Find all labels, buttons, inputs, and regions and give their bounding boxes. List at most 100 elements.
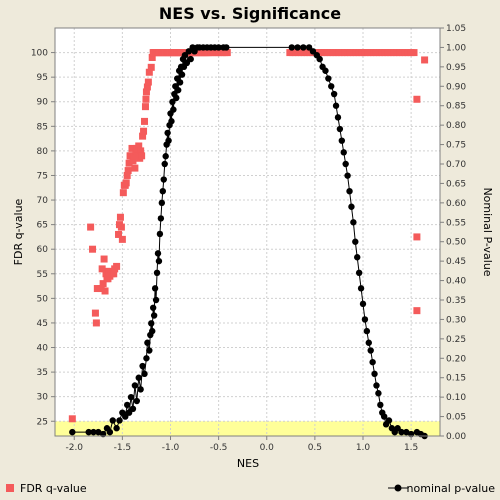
fdr-point [100,255,108,263]
nominal-point [380,413,388,420]
fdr-point [145,68,153,76]
nominal-point [159,188,166,195]
fdr-point [223,49,231,57]
y-right-tick-label: 0.45 [446,257,466,267]
nominal-point [168,118,175,125]
nominal-point [151,285,159,292]
nominal-point [176,79,184,86]
nominal-point [394,425,401,432]
y-left-axis-title: FDR q-value [12,198,25,265]
fdr-points [68,49,429,423]
y-right-tick-label: 0.50 [446,238,466,248]
nominal-point [139,362,146,370]
legend-nominal-marker [394,484,402,492]
fdr-point [122,179,130,187]
nominal-point [377,401,384,409]
nominal-point [332,102,340,109]
fdr-point [93,285,101,293]
nominal-point [109,417,116,424]
nominal-point [363,327,371,335]
highlight-band [55,421,440,436]
fdr-point [143,83,151,91]
fdr-point [115,230,123,238]
y-right-tick-label: 0.10 [446,393,466,403]
y-left-tick-label: 80 [37,147,49,157]
nominal-point [305,44,313,51]
y-right-tick-label: 1.05 [446,24,466,34]
fdr-point [148,53,156,61]
legend: FDR q-value nominal p-value [6,482,495,495]
legend-fdr-label: FDR q-value [20,482,87,495]
nominal-point [123,401,131,409]
y-right-tick-label: 0.20 [446,354,466,364]
fdr-point [91,309,99,317]
nominal-point [144,339,151,346]
fdr-point [101,287,109,295]
nominal-point [336,125,344,133]
nominal-point [325,75,332,82]
fdr-point [119,189,127,197]
nominal-point [95,428,102,436]
fdr-point [87,223,95,231]
fdr-point [68,415,76,423]
x-tick-label: 0.0 [260,443,275,453]
y-right-axis-title: Nominal P-value [481,187,494,276]
nominal-point [125,409,133,416]
y-left-tick-label: 50 [37,294,49,304]
plot-border [54,27,441,437]
nominal-connector [151,307,154,332]
nominal-point [322,67,329,74]
fdr-point [142,95,150,103]
nominal-point [330,90,338,98]
nominal-point [365,339,372,346]
nominal-point [187,55,194,63]
y-left-tick-label: 35 [37,368,48,378]
nominal-point [300,44,307,51]
y-left-tick-label: 55 [37,270,48,280]
y-left-axis-ticks: 25 30 35 40 45 50 55 60 65 70 75 80 85 90 95 100 [31,49,55,427]
nominal-point [156,230,164,238]
nominal-point [288,44,295,51]
nominal-point [175,86,182,94]
fdr-point [413,307,421,315]
y-right-tick-label: 0.40 [446,277,466,287]
fdr-point [421,56,429,64]
y-right-tick-label: 0.85 [446,102,466,112]
nominal-point [223,44,230,51]
y-left-tick-label: 85 [37,122,48,132]
nominal-point [348,203,355,210]
y-right-tick-label: 0.30 [446,315,466,325]
nominal-point [215,44,222,51]
x-axis-ticks: -2.0 -1.5 -1.0 -0.5 0.0 0.5 1.0 1.5 [65,436,418,453]
nominal-point [152,296,160,304]
nominal-point [162,153,169,160]
y-left-tick-label: 100 [31,49,48,59]
fdr-point [141,117,149,125]
fdr-point [413,95,421,103]
nominal-point [160,176,167,183]
fdr-point [118,235,126,243]
fdr-point [144,78,152,86]
nominal-point [346,188,353,195]
x-tick-label: 0.5 [308,443,322,453]
y-left-tick-label: 70 [37,196,49,206]
nominal-point [157,215,165,222]
nominal-point [334,114,342,121]
nominal-point [155,257,163,265]
nominal-point [185,48,192,55]
nominal-point [149,304,157,311]
nominal-point [158,199,166,207]
nominal-point [173,94,180,102]
fdr-point [135,142,143,150]
fdr-point [97,285,105,293]
nominal-point [357,285,365,292]
nominal-point [361,316,369,323]
y-left-tick-label: 30 [37,393,49,403]
y-right-tick-label: 0.00 [446,432,466,442]
fdr-point [142,88,150,96]
y-left-tick-label: 65 [37,221,48,231]
nominal-point [398,428,405,436]
nominal-point [146,347,153,354]
y-right-tick-label: 0.95 [446,63,466,73]
nominal-point [135,374,142,381]
